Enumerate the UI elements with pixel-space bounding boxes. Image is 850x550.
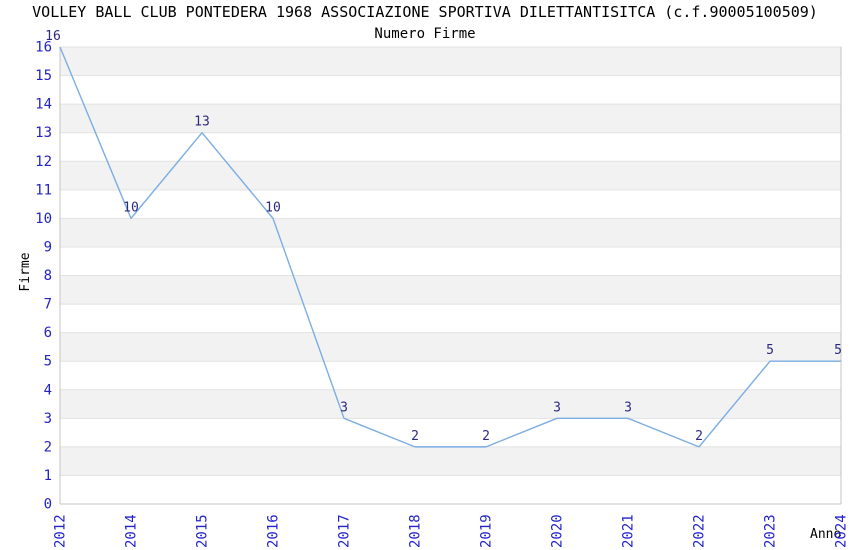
- x-tick-label: 2024: [834, 514, 850, 548]
- chart-title: VOLLEY BALL CLUB PONTEDERA 1968 ASSOCIAZ…: [32, 3, 818, 21]
- data-label: 2: [411, 429, 419, 444]
- plot-band: [60, 446, 841, 476]
- x-tick-label: 2015: [195, 514, 211, 548]
- y-tick-label: 7: [44, 297, 52, 313]
- x-tick-label: 2012: [53, 514, 69, 548]
- plot-band: [60, 332, 841, 362]
- y-tick-label: 8: [44, 268, 52, 284]
- y-tick-label: 4: [44, 382, 52, 398]
- data-label: 2: [482, 429, 490, 444]
- y-tick-label: 14: [35, 97, 52, 113]
- x-tick-label: 2014: [124, 514, 140, 548]
- y-tick-label: 13: [35, 125, 52, 141]
- series-line: [59, 46, 841, 448]
- x-axis-label: Anno: [810, 527, 842, 542]
- data-label: 3: [340, 400, 348, 415]
- x-tick-label: 2020: [550, 514, 566, 548]
- data-label: 5: [834, 343, 842, 358]
- data-label: 16: [45, 29, 61, 44]
- chart-subtitle: Numero Firme: [374, 26, 476, 42]
- x-tick-label: 2022: [692, 514, 708, 548]
- plot-band: [60, 161, 841, 190]
- data-label: 3: [553, 400, 561, 415]
- plot-band: [60, 104, 841, 133]
- y-tick-label: 3: [44, 411, 52, 427]
- data-label: 3: [624, 400, 632, 415]
- plot-band: [60, 275, 841, 305]
- data-label: 5: [766, 343, 774, 358]
- data-label: 13: [194, 115, 210, 130]
- y-tick-label: 15: [35, 68, 52, 84]
- plot-band: [60, 218, 841, 247]
- y-tick-label: 11: [35, 182, 52, 198]
- y-tick-label: 16: [35, 40, 52, 56]
- data-label: 10: [265, 200, 281, 215]
- y-tick-label: 12: [35, 154, 52, 170]
- y-tick-label: 1: [44, 468, 52, 484]
- y-tick-label: 5: [44, 354, 52, 370]
- y-tick-label: 2: [44, 439, 52, 455]
- x-tick-label: 2021: [621, 514, 637, 548]
- data-label: 10: [123, 200, 139, 215]
- data-label: 2: [695, 429, 703, 444]
- x-tick-label: 2023: [763, 514, 779, 548]
- x-tick-label: 2017: [337, 514, 353, 548]
- x-tick-label: 2016: [266, 514, 282, 548]
- x-tick-label: 2019: [479, 514, 495, 548]
- y-tick-label: 6: [44, 325, 52, 341]
- y-tick-label: 9: [44, 239, 52, 255]
- plot-band: [60, 389, 841, 419]
- plot-band: [60, 47, 841, 76]
- x-tick-label: 2018: [408, 514, 424, 548]
- y-tick-label: 0: [44, 497, 52, 513]
- y-tick-label: 10: [35, 211, 52, 227]
